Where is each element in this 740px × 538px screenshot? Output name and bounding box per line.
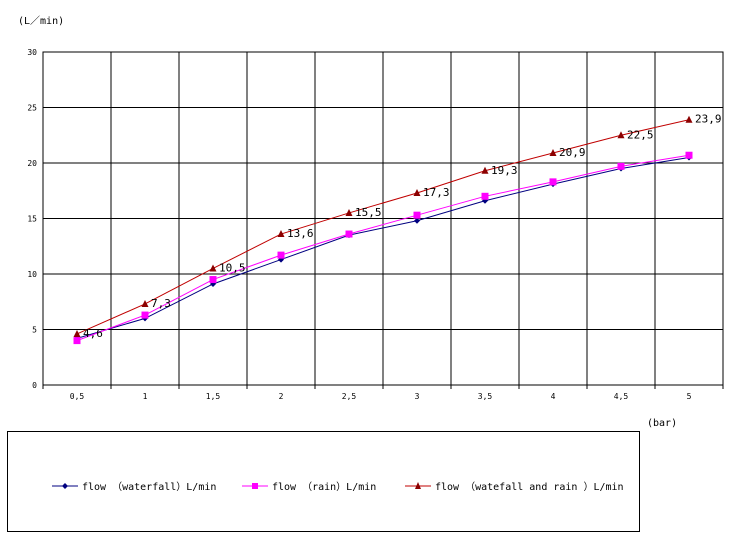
legend-swatch-waterfall	[52, 482, 78, 489]
point-1-8	[617, 162, 625, 170]
x-tick-label-0: 0,5	[70, 392, 85, 401]
y-tick-label-1: 5	[32, 326, 37, 335]
x-tick-label-7: 4	[551, 392, 556, 401]
grid	[42, 51, 724, 389]
x-tick-label-2: 1,5	[206, 392, 221, 401]
series-2: 4,6 7,3 10,5 13,6 15,5 17,3 19,3 20,9 22,5 23,9	[73, 113, 722, 340]
y-tick-label-0: 0	[32, 381, 37, 390]
x-tick-label-3: 2	[279, 392, 284, 401]
point-2-9	[685, 115, 693, 123]
legend-item-waterfall: flow （waterfall）L/min	[52, 478, 216, 493]
x-tick-label-6: 3,5	[478, 392, 493, 401]
point-1-4	[345, 230, 353, 238]
series-line-2	[76, 119, 690, 335]
data-label-2-1: 7,3	[151, 297, 171, 310]
x-tick-label-5: 3	[415, 392, 420, 401]
series-line-1	[76, 154, 690, 342]
data-label-2-2: 10,5	[219, 261, 246, 274]
point-1-5	[413, 211, 421, 219]
y-tick-label-6: 30	[27, 48, 37, 57]
x-tick-label-9: 5	[687, 392, 692, 401]
point-2-5	[413, 188, 421, 196]
x-axis-ticks: 0,5 1 1,5 2 2,5 3 3,5 4 4,5 5	[70, 392, 692, 401]
point-2-7	[549, 149, 557, 157]
data-label-2-7: 20,9	[559, 146, 586, 159]
data-label-2-0: 4,6	[83, 327, 103, 340]
point-1-6	[481, 192, 489, 200]
series-1	[73, 151, 693, 345]
point-1-1	[141, 311, 149, 319]
point-1-7	[549, 178, 557, 186]
point-2-1	[141, 299, 149, 307]
point-2-3	[277, 230, 285, 238]
data-label-2-8: 22,5	[627, 128, 654, 141]
legend-swatch-waterfall-and-rain	[405, 481, 431, 489]
x-tick-label-8: 4,5	[614, 392, 629, 401]
point-0-5	[414, 217, 420, 224]
point-2-8	[617, 131, 625, 139]
y-axis-label: (L／min)	[18, 15, 64, 27]
y-tick-label-3: 15	[27, 215, 37, 224]
y-tick-label-4: 20	[27, 159, 37, 168]
series-layer: 4,6 7,3 10,5 13,6 15,5 17,3 19,3 20,9 22,5 23,9	[73, 113, 722, 345]
point-1-3	[277, 251, 285, 259]
data-label-2-4: 15,5	[355, 206, 382, 219]
y-axis-ticks: 0 5 10 15 20 25 30	[27, 48, 37, 390]
data-label-2-3: 13,6	[287, 227, 314, 240]
x-tick-label-1: 1	[143, 392, 148, 401]
data-label-2-9: 23,9	[695, 113, 722, 126]
x-tick-label-4: 2,5	[342, 392, 357, 401]
point-2-2	[209, 264, 217, 272]
legend-item-waterfall-and-rain: flow （watefall and rain ）L/min	[405, 478, 624, 493]
data-label-2-5: 17,3	[423, 186, 450, 199]
data-label-2-6: 19,3	[491, 164, 518, 177]
legend-label-waterfall: flow （waterfall）L/min	[82, 482, 217, 493]
legend-label-waterfall-and-rain: flow （watefall and rain ）L/min	[435, 482, 624, 493]
point-2-0	[73, 329, 81, 337]
point-2-6	[481, 166, 489, 174]
legend-item-rain: flow （rain）L/min	[242, 478, 376, 493]
point-1-2	[209, 276, 217, 284]
y-tick-label-2: 10	[27, 270, 37, 279]
legend-label-rain: flow （rain）L/min	[272, 482, 377, 493]
y-tick-label-5: 25	[27, 104, 37, 113]
series-line-0	[76, 156, 690, 339]
point-1-0	[73, 337, 81, 345]
point-2-4	[345, 208, 353, 216]
legend-swatch-rain	[242, 482, 268, 489]
point-1-9	[685, 151, 693, 159]
legend: flow （waterfall）L/min flow （rain）L/min f…	[7, 431, 640, 532]
x-axis-label: (bar)	[647, 418, 677, 429]
